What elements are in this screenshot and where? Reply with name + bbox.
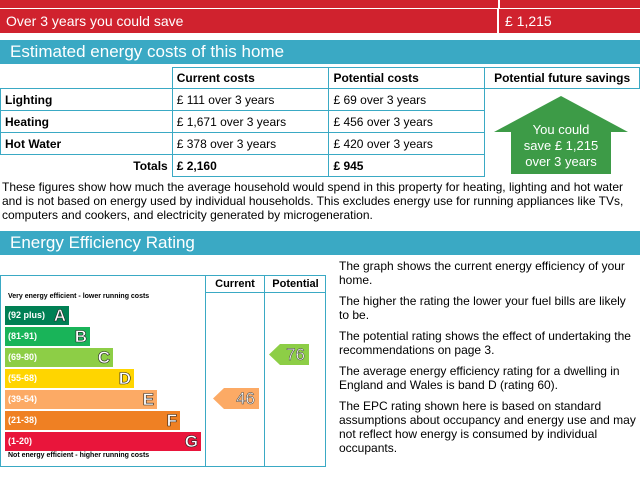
house-line-3: over 3 years (525, 154, 597, 169)
band-range: (81-91) (8, 331, 38, 341)
potential-column-header: Potential (272, 278, 319, 290)
band-range: (1-20) (8, 436, 33, 446)
costs-section-header: Estimated energy costs of this home (0, 40, 640, 64)
band-range: (55-68) (8, 373, 38, 383)
band-range: (92 plus) (8, 310, 46, 320)
savings-label: Over 3 years you could save (6, 13, 184, 29)
rating-section-header: Energy Efficiency Rating (0, 231, 640, 255)
rating-chart (0, 275, 326, 467)
rating-band-d: (55-68) D (5, 369, 134, 388)
note-2: The higher the rating the lower your fue… (339, 294, 626, 322)
savings-value: £ 1,215 (505, 13, 552, 29)
header-potential: Potential costs (328, 67, 486, 89)
potential-rating-value: 76 (286, 345, 305, 365)
band-letter: D (118, 369, 131, 389)
band-letter: G (184, 432, 198, 452)
table-row: Hot Water £ 378 over 3 years £ 420 over … (0, 132, 640, 155)
rating-band-b: (81-91) B (5, 327, 90, 346)
current-rating-arrow: 46 (213, 388, 259, 409)
top-strip (0, 0, 640, 8)
band-range: (21-38) (8, 415, 38, 425)
house-line-2: save £ 1,215 (524, 138, 598, 153)
rating-band-g: (1-20) G (5, 432, 201, 451)
rating-section-title: Energy Efficiency Rating (10, 233, 195, 252)
band-range: (39-54) (8, 394, 38, 404)
note-4: The average energy efficiency rating for… (339, 364, 620, 392)
current-column-header: Current (215, 278, 255, 290)
band-letter: B (74, 327, 87, 347)
note-1: The graph shows the current energy effic… (339, 259, 625, 287)
rating-band-e: (39-54) E (5, 390, 157, 409)
bottom-caption: Not energy efficient - higher running co… (8, 452, 150, 459)
totals-row: Totals £ 2,160 £ 945 (0, 154, 640, 177)
savings-bar: Over 3 years you could save £ 1,215 (0, 9, 640, 33)
rating-band-f: (21-38) F (5, 411, 180, 430)
rating-band-c: (69-80) C (5, 348, 113, 367)
current-rating-value: 46 (236, 389, 255, 409)
costs-section-title: Estimated energy costs of this home (10, 42, 285, 61)
costs-explanation: These figures show how much the average … (2, 180, 624, 222)
note-5: The EPC rating shown here is based on st… (339, 399, 636, 455)
top-caption: Very energy efficient - lower running co… (8, 293, 150, 300)
energy-costs-table: Current costs Potential costs Potential … (0, 67, 640, 177)
band-range: (69-80) (8, 352, 38, 362)
house-savings-icon: You could save £ 1,215 over 3 years (494, 96, 628, 174)
band-letter: C (97, 348, 110, 368)
note-3: The potential rating shows the effect of… (339, 329, 631, 357)
header-current: Current costs (171, 67, 330, 89)
rating-notes: The graph shows the current energy effic… (339, 259, 638, 462)
potential-rating-arrow: 76 (269, 344, 309, 365)
band-letter: E (142, 390, 154, 410)
header-savings: Potential future savings (484, 67, 640, 89)
house-line-1: You could (533, 122, 590, 137)
table-row: Heating £ 1,671 over 3 years £ 456 over … (0, 110, 640, 133)
band-letter: A (53, 306, 66, 326)
rating-band-a: (92 plus) A (5, 306, 69, 325)
band-letter: F (166, 411, 177, 431)
